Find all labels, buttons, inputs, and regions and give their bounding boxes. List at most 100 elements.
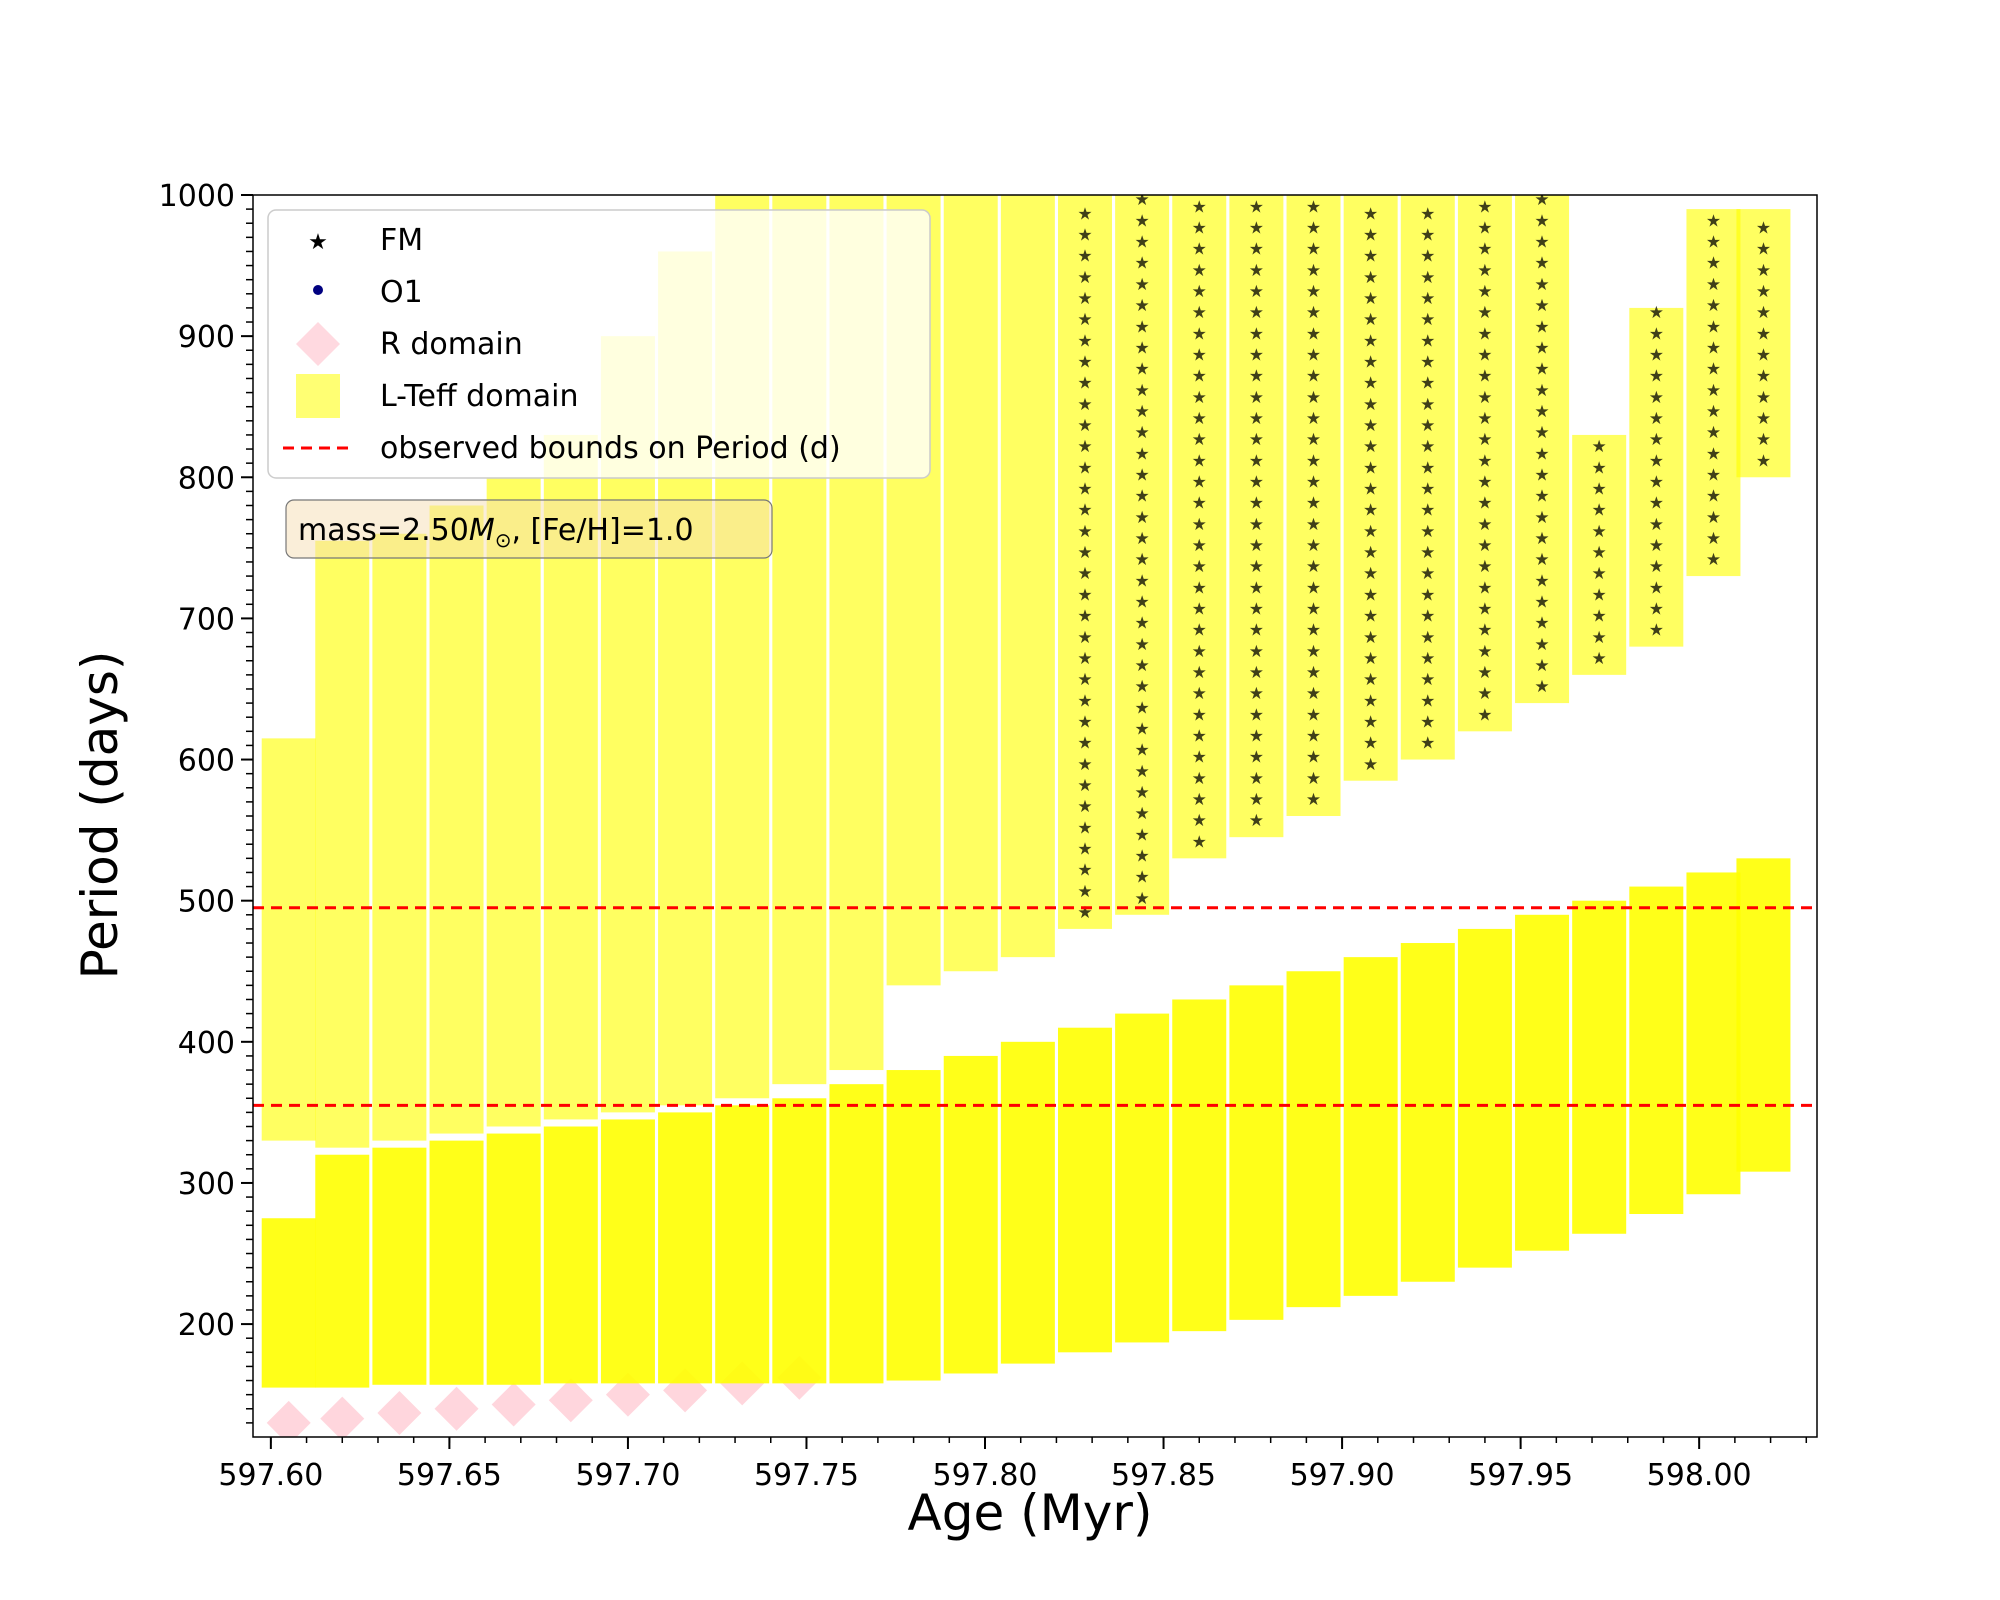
lteff-band-fm xyxy=(1343,957,1398,1296)
fm-star-marker: ★ xyxy=(1420,670,1435,690)
fm-star-marker: ★ xyxy=(1249,261,1264,281)
fm-star-marker: ★ xyxy=(1192,282,1207,302)
fm-star-marker: ★ xyxy=(1706,402,1721,422)
fm-star-marker: ★ xyxy=(1592,501,1607,521)
fm-star-marker: ★ xyxy=(1592,607,1607,627)
fm-star-marker: ★ xyxy=(1306,515,1321,535)
fm-star-marker: ★ xyxy=(1363,628,1378,648)
lteff-band-o1 xyxy=(315,540,370,1148)
fm-star-marker: ★ xyxy=(1756,282,1771,302)
fm-star-marker: ★ xyxy=(1420,501,1435,521)
fm-star-marker: ★ xyxy=(1249,494,1264,514)
fm-star-marker: ★ xyxy=(1534,656,1549,676)
fm-star-marker: ★ xyxy=(1077,395,1092,415)
fm-star-marker: ★ xyxy=(1706,233,1721,253)
fm-star-marker: ★ xyxy=(1363,522,1378,542)
lteff-band-fm xyxy=(886,1070,941,1381)
fm-star-marker: ★ xyxy=(1420,522,1435,542)
fm-star-marker: ★ xyxy=(1420,289,1435,309)
fm-star-marker: ★ xyxy=(1077,712,1092,732)
fm-star-marker: ★ xyxy=(1592,522,1607,542)
x-tick-label: 598.00 xyxy=(1647,1458,1752,1493)
fm-star-marker: ★ xyxy=(1420,374,1435,394)
fm-star-marker: ★ xyxy=(1649,536,1664,556)
fm-star-marker: ★ xyxy=(1420,310,1435,330)
fm-star-marker: ★ xyxy=(1306,578,1321,598)
fm-star-marker: ★ xyxy=(1249,218,1264,238)
fm-star-marker: ★ xyxy=(1592,628,1607,648)
fm-star-marker: ★ xyxy=(1706,508,1721,528)
fm-star-marker: ★ xyxy=(1134,423,1149,443)
r-domain-marker xyxy=(548,1378,593,1423)
fm-star-marker: ★ xyxy=(1134,592,1149,612)
fm-star-marker: ★ xyxy=(1649,621,1664,641)
fm-star-marker: ★ xyxy=(1306,494,1321,514)
lteff-band-o1 xyxy=(1629,307,1684,647)
model-column: ★★★★★★★★★★★★★★★★★★★★★★★★★★★★★★ xyxy=(1229,195,1284,1320)
fm-star-marker: ★ xyxy=(1534,444,1549,464)
fm-star-marker: ★ xyxy=(1649,303,1664,323)
lteff-band-fm xyxy=(1629,886,1684,1215)
lteff-band-o1 xyxy=(1286,195,1341,816)
fm-star-marker: ★ xyxy=(1306,430,1321,450)
fm-star-marker: ★ xyxy=(1706,254,1721,274)
legend: ★ FM O1 R domain L-Teff domain observed … xyxy=(267,209,931,479)
lteff-band-o1 xyxy=(1736,209,1791,478)
fm-star-marker: ★ xyxy=(1420,585,1435,605)
fm-star-marker: ★ xyxy=(1134,614,1149,634)
lteff-band-fm xyxy=(1286,971,1341,1308)
legend-frame xyxy=(267,209,931,479)
fm-star-marker: ★ xyxy=(1363,416,1378,436)
lteff-band-o1 xyxy=(486,477,541,1127)
x-tick-label: 597.85 xyxy=(1111,1458,1216,1493)
lteff-band-o1 xyxy=(1172,195,1227,859)
y-tick-label: 400 xyxy=(178,1026,235,1061)
fm-star-marker: ★ xyxy=(1192,663,1207,683)
fm-star-marker: ★ xyxy=(1077,268,1092,288)
fm-star-marker: ★ xyxy=(1249,388,1264,408)
lteff-band-o1 xyxy=(1457,195,1512,732)
fm-star-marker: ★ xyxy=(1134,783,1149,803)
fm-star-marker: ★ xyxy=(1420,204,1435,224)
fm-star-marker: ★ xyxy=(1649,515,1664,535)
fm-star-marker: ★ xyxy=(1134,381,1149,401)
fm-star-marker: ★ xyxy=(1420,691,1435,711)
fm-star-marker: ★ xyxy=(1134,571,1149,591)
lteff-band-o1 xyxy=(372,533,427,1141)
fm-star-marker: ★ xyxy=(1363,374,1378,394)
fm-star-marker: ★ xyxy=(1306,240,1321,260)
model-column xyxy=(486,477,541,1427)
fm-star-marker: ★ xyxy=(1477,515,1492,535)
fm-star-marker: ★ xyxy=(1077,564,1092,584)
fm-star-marker: ★ xyxy=(1249,345,1264,365)
fm-star-marker: ★ xyxy=(1649,345,1664,365)
fm-star-marker: ★ xyxy=(1363,437,1378,457)
fm-star-marker: ★ xyxy=(1363,755,1378,775)
lteff-band-o1 xyxy=(1686,209,1741,577)
fm-star-marker: ★ xyxy=(1706,550,1721,570)
lteff-band-o1 xyxy=(1000,195,1055,958)
lteff-band-fm xyxy=(372,1147,427,1385)
fm-star-marker: ★ xyxy=(1077,416,1092,436)
fm-star-marker: ★ xyxy=(1134,762,1149,782)
fm-star-marker: ★ xyxy=(1534,360,1549,380)
fm-star-marker: ★ xyxy=(1649,451,1664,471)
fm-star-marker: ★ xyxy=(1534,550,1549,570)
fm-star-marker: ★ xyxy=(1363,670,1378,690)
fm-star-marker: ★ xyxy=(1192,578,1207,598)
fm-star-marker: ★ xyxy=(1420,480,1435,500)
fm-star-marker: ★ xyxy=(1477,557,1492,577)
lteff-band-o1 xyxy=(1229,195,1284,838)
fm-star-marker: ★ xyxy=(1077,543,1092,563)
lteff-band-fm xyxy=(315,1154,370,1388)
annotation-symbol: M xyxy=(469,513,495,548)
fm-star-marker: ★ xyxy=(1306,451,1321,471)
fm-star-marker: ★ xyxy=(1192,832,1207,852)
y-tick-label: 200 xyxy=(178,1308,235,1343)
lteff-band-fm xyxy=(658,1112,713,1384)
fm-star-marker: ★ xyxy=(1420,543,1435,563)
fm-star-marker: ★ xyxy=(1592,480,1607,500)
r-domain-marker xyxy=(266,1400,311,1437)
fm-star-marker: ★ xyxy=(1077,204,1092,224)
model-column: ★★★★★★★★★★★★★★★★★★★★★★★★★★★ xyxy=(1343,195,1398,1296)
